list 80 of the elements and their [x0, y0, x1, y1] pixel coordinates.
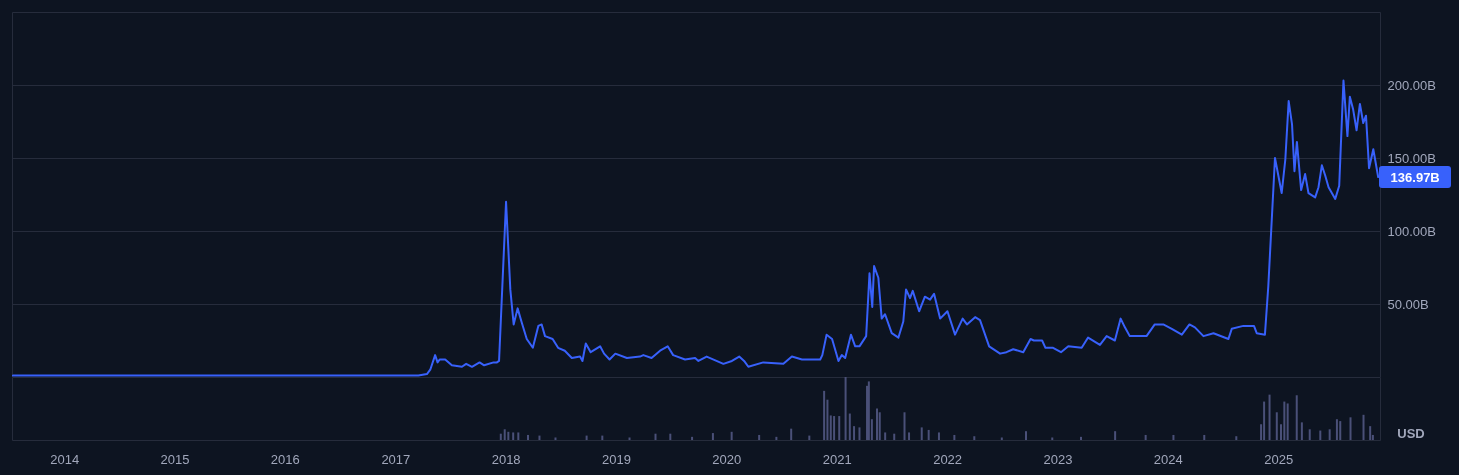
- bar: [1275, 412, 1278, 440]
- bar: [654, 433, 657, 440]
- bar: [507, 431, 510, 440]
- bar: [1349, 417, 1352, 440]
- bar: [1235, 436, 1238, 440]
- bar: [838, 416, 841, 440]
- bar: [920, 427, 923, 440]
- x-tick-label: 2025: [1264, 451, 1294, 467]
- bar: [953, 434, 956, 440]
- bar: [790, 428, 793, 440]
- bar: [1362, 414, 1365, 440]
- bar: [691, 436, 694, 440]
- bar: [1144, 434, 1147, 440]
- bar: [878, 412, 881, 440]
- bar: [1263, 401, 1266, 440]
- bar: [1203, 434, 1206, 440]
- bar: [1339, 421, 1342, 440]
- bar: [758, 434, 761, 440]
- x-tick-label: 2023: [1043, 451, 1073, 467]
- annotation: 136.97B: [1390, 169, 1440, 185]
- bar: [1079, 436, 1082, 440]
- bar: [517, 432, 520, 440]
- bar: [858, 427, 861, 440]
- y-tick-label: 50.00B: [1387, 296, 1429, 312]
- bar: [512, 432, 515, 440]
- bar: [884, 432, 887, 440]
- bar: [833, 416, 836, 440]
- x-tick-label: 2022: [933, 451, 963, 467]
- bar: [1328, 429, 1331, 440]
- bar: [775, 436, 778, 440]
- bar: [1000, 437, 1003, 440]
- bar: [1024, 431, 1027, 440]
- bar: [628, 437, 631, 440]
- bar: [669, 433, 672, 440]
- bar: [1283, 401, 1286, 440]
- y-tick-label: 100.00B: [1387, 223, 1436, 239]
- x-tick-label: 2016: [270, 451, 300, 467]
- bar: [1335, 419, 1338, 440]
- bar: [503, 429, 506, 440]
- bar: [876, 408, 879, 440]
- bar: [867, 381, 870, 440]
- x-tick-label: 2024: [1153, 451, 1183, 467]
- y-tick-label: 200.00B: [1387, 77, 1436, 93]
- x-tick-label: 2015: [160, 451, 190, 467]
- bar: [1286, 403, 1289, 440]
- x-tick-label: 2020: [712, 451, 742, 467]
- text: USD: [1397, 426, 1425, 441]
- bar: [844, 377, 847, 440]
- bar: [526, 434, 529, 440]
- bar: [937, 432, 940, 440]
- bar: [893, 433, 896, 440]
- bar: [1308, 429, 1311, 440]
- bar: [554, 437, 557, 440]
- bar: [908, 432, 911, 440]
- bar: [1319, 430, 1322, 440]
- bar: [829, 415, 832, 440]
- x-tick-label: 2017: [381, 451, 411, 467]
- bar: [730, 431, 733, 440]
- bar: [1051, 437, 1054, 440]
- x-tick-label: 2018: [491, 451, 521, 467]
- bar: [853, 426, 856, 440]
- x-tick-label: 2021: [822, 451, 852, 467]
- bar: [927, 429, 930, 440]
- line-series: [12, 79, 1380, 377]
- bar: [1295, 395, 1298, 440]
- y-tick-label: 150.00B: [1387, 150, 1436, 166]
- bar: [866, 385, 869, 440]
- bar: [1268, 394, 1271, 440]
- bar: [823, 390, 826, 440]
- x-tick-label: 2019: [601, 451, 631, 467]
- bar: [1300, 422, 1303, 440]
- bar: [1369, 426, 1372, 440]
- bar: [499, 433, 502, 440]
- bar: [711, 433, 714, 440]
- bar: [848, 413, 851, 440]
- bar: [1172, 434, 1175, 440]
- bar: [1114, 431, 1117, 440]
- bar: [973, 436, 976, 440]
- bar: [903, 412, 906, 440]
- x-tick-label: 2014: [50, 451, 80, 467]
